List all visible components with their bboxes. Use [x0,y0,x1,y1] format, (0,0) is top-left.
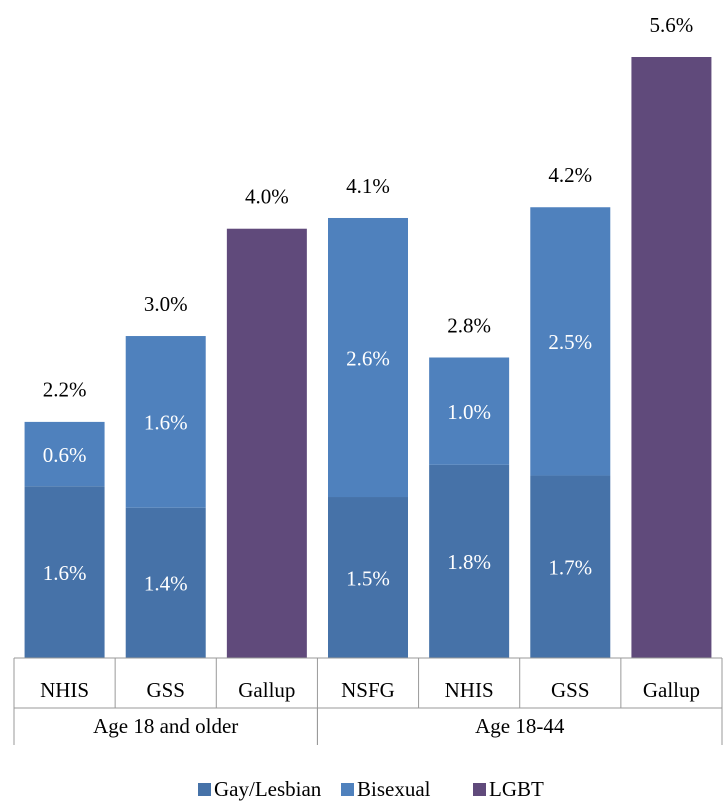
legend-label: Gay/Lesbian [214,777,322,801]
group-label: Age 18-44 [475,714,565,738]
total-label: 2.2% [43,378,87,402]
total-label: 4.0% [245,185,289,209]
data-label: 1.5% [346,566,390,590]
x-tick-label: NHIS [40,678,89,702]
data-label: 1.4% [144,572,188,596]
legend-swatch [473,783,486,796]
bar-segment [530,207,611,476]
total-label: 3.0% [144,292,188,316]
total-label: 4.1% [346,174,390,198]
total-label: 4.2% [548,163,592,187]
bar-segment [429,357,510,465]
bar-segment [226,228,307,658]
data-label: 1.6% [144,411,188,435]
total-label: 5.6% [650,13,694,37]
bar-segment [429,464,510,658]
x-tick-label: GSS [146,678,185,702]
x-tick-label: GSS [551,678,590,702]
data-label: 2.5% [548,330,592,354]
data-label: 1.6% [43,561,87,585]
bar-segment [328,497,408,658]
legend-swatch [198,783,211,796]
data-label: 1.8% [447,550,491,574]
bar-segment [24,421,105,487]
total-label: 2.8% [447,313,491,337]
x-tick-label: NSFG [341,678,395,702]
data-label: 1.0% [447,400,491,424]
bar-segment [125,336,206,508]
bar-segment [125,507,206,658]
data-label: 2.6% [346,346,390,370]
x-tick-label: NHIS [445,678,494,702]
data-label: 1.7% [548,556,592,580]
legend-label: LGBT [489,777,544,801]
bar-segment [631,57,712,658]
legend-swatch [341,783,354,796]
x-tick-label: Gallup [238,678,295,702]
bar-segment [530,475,611,658]
bar-segment [24,486,105,658]
data-label: 0.6% [43,443,87,467]
x-tick-label: Gallup [643,678,700,702]
bar-segment [328,217,408,498]
legend-label: Bisexual [357,777,431,801]
group-label: Age 18 and older [93,714,238,738]
